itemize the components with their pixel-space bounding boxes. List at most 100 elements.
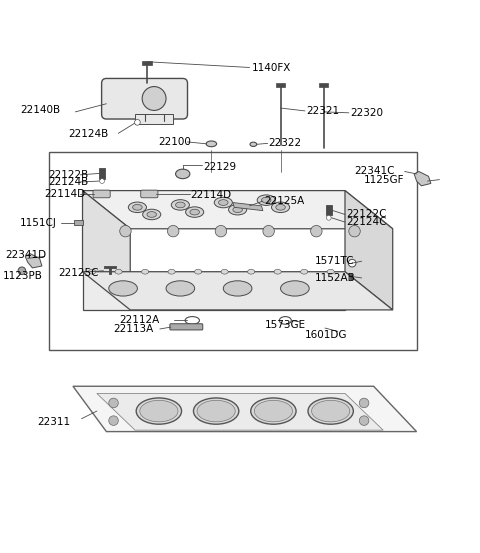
Ellipse shape (193, 398, 239, 424)
Text: 22129: 22129 (203, 161, 236, 172)
Polygon shape (345, 191, 393, 310)
Text: 22112A: 22112A (120, 315, 160, 325)
Ellipse shape (254, 400, 292, 422)
Text: 22322: 22322 (269, 138, 302, 148)
Ellipse shape (109, 281, 137, 296)
Polygon shape (83, 191, 393, 229)
Polygon shape (414, 171, 431, 186)
Text: 1140FX: 1140FX (252, 63, 291, 73)
Text: 22114D: 22114D (44, 189, 85, 199)
Text: 1601DG: 1601DG (304, 330, 347, 340)
Bar (326, 205, 332, 216)
Ellipse shape (194, 269, 202, 274)
Ellipse shape (257, 195, 276, 205)
Circle shape (100, 179, 105, 184)
Text: 22341D: 22341D (5, 250, 47, 260)
FancyBboxPatch shape (170, 324, 203, 330)
Ellipse shape (132, 205, 142, 210)
Ellipse shape (272, 202, 289, 212)
Polygon shape (83, 191, 130, 310)
Text: 22321: 22321 (306, 106, 339, 116)
Polygon shape (97, 393, 383, 430)
Ellipse shape (250, 142, 257, 147)
Circle shape (142, 87, 166, 111)
Bar (142, 61, 152, 65)
Ellipse shape (228, 205, 247, 215)
Text: 22341C: 22341C (355, 165, 395, 175)
Ellipse shape (262, 197, 271, 203)
Ellipse shape (168, 269, 175, 274)
Text: 1573GE: 1573GE (265, 320, 306, 330)
Circle shape (168, 226, 179, 237)
Bar (49, 153, 417, 351)
Circle shape (311, 226, 322, 237)
Text: 22122C: 22122C (346, 210, 386, 220)
Ellipse shape (221, 269, 228, 274)
Text: 22140B: 22140B (21, 106, 60, 116)
Ellipse shape (251, 398, 296, 424)
Bar (99, 168, 105, 179)
Polygon shape (25, 254, 42, 268)
Ellipse shape (281, 281, 309, 296)
Text: 22113A: 22113A (114, 324, 154, 333)
Text: 22125A: 22125A (264, 196, 304, 206)
Text: 22122B: 22122B (48, 170, 88, 180)
Text: 22114D: 22114D (190, 190, 231, 200)
Ellipse shape (327, 269, 334, 274)
Circle shape (263, 226, 275, 237)
Circle shape (348, 259, 356, 267)
Circle shape (360, 398, 369, 408)
Text: 22125C: 22125C (59, 268, 99, 278)
Ellipse shape (218, 200, 228, 205)
Text: 1123PB: 1123PB (3, 272, 43, 281)
Polygon shape (83, 272, 345, 310)
Circle shape (326, 216, 331, 220)
Circle shape (120, 226, 131, 237)
Bar (104, 266, 116, 268)
Bar (319, 83, 328, 87)
Ellipse shape (214, 197, 232, 208)
Text: 22124B: 22124B (48, 178, 88, 187)
Bar (350, 274, 352, 279)
Circle shape (360, 416, 369, 425)
Text: 22320: 22320 (350, 108, 383, 118)
FancyBboxPatch shape (102, 79, 188, 119)
Ellipse shape (88, 269, 96, 274)
Text: 22311: 22311 (37, 416, 70, 426)
Ellipse shape (274, 269, 281, 274)
Circle shape (349, 226, 360, 237)
Ellipse shape (223, 281, 252, 296)
Ellipse shape (171, 200, 190, 210)
Circle shape (109, 398, 118, 408)
Bar (276, 83, 285, 87)
Text: 1571TC: 1571TC (315, 255, 354, 266)
Polygon shape (233, 202, 263, 211)
Ellipse shape (115, 269, 122, 274)
Ellipse shape (143, 209, 161, 220)
Circle shape (215, 226, 227, 237)
Text: 22124C: 22124C (346, 217, 386, 227)
Text: 1152AB: 1152AB (315, 273, 356, 283)
Ellipse shape (128, 202, 146, 212)
Ellipse shape (147, 212, 156, 217)
Polygon shape (73, 386, 417, 431)
Polygon shape (83, 272, 393, 310)
Ellipse shape (136, 398, 181, 424)
FancyBboxPatch shape (93, 190, 110, 198)
FancyBboxPatch shape (141, 190, 158, 198)
Ellipse shape (276, 205, 285, 210)
Text: 22124B: 22124B (68, 129, 108, 139)
Text: 22100: 22100 (158, 137, 191, 147)
Ellipse shape (308, 398, 353, 424)
Bar (109, 267, 111, 274)
Ellipse shape (140, 400, 178, 422)
Ellipse shape (176, 169, 190, 179)
Circle shape (18, 267, 26, 275)
Circle shape (109, 416, 118, 425)
Ellipse shape (142, 269, 149, 274)
Ellipse shape (176, 202, 185, 208)
Bar (135, 114, 173, 124)
Ellipse shape (312, 400, 350, 422)
Text: 1125GF: 1125GF (364, 175, 405, 185)
Ellipse shape (197, 400, 235, 422)
